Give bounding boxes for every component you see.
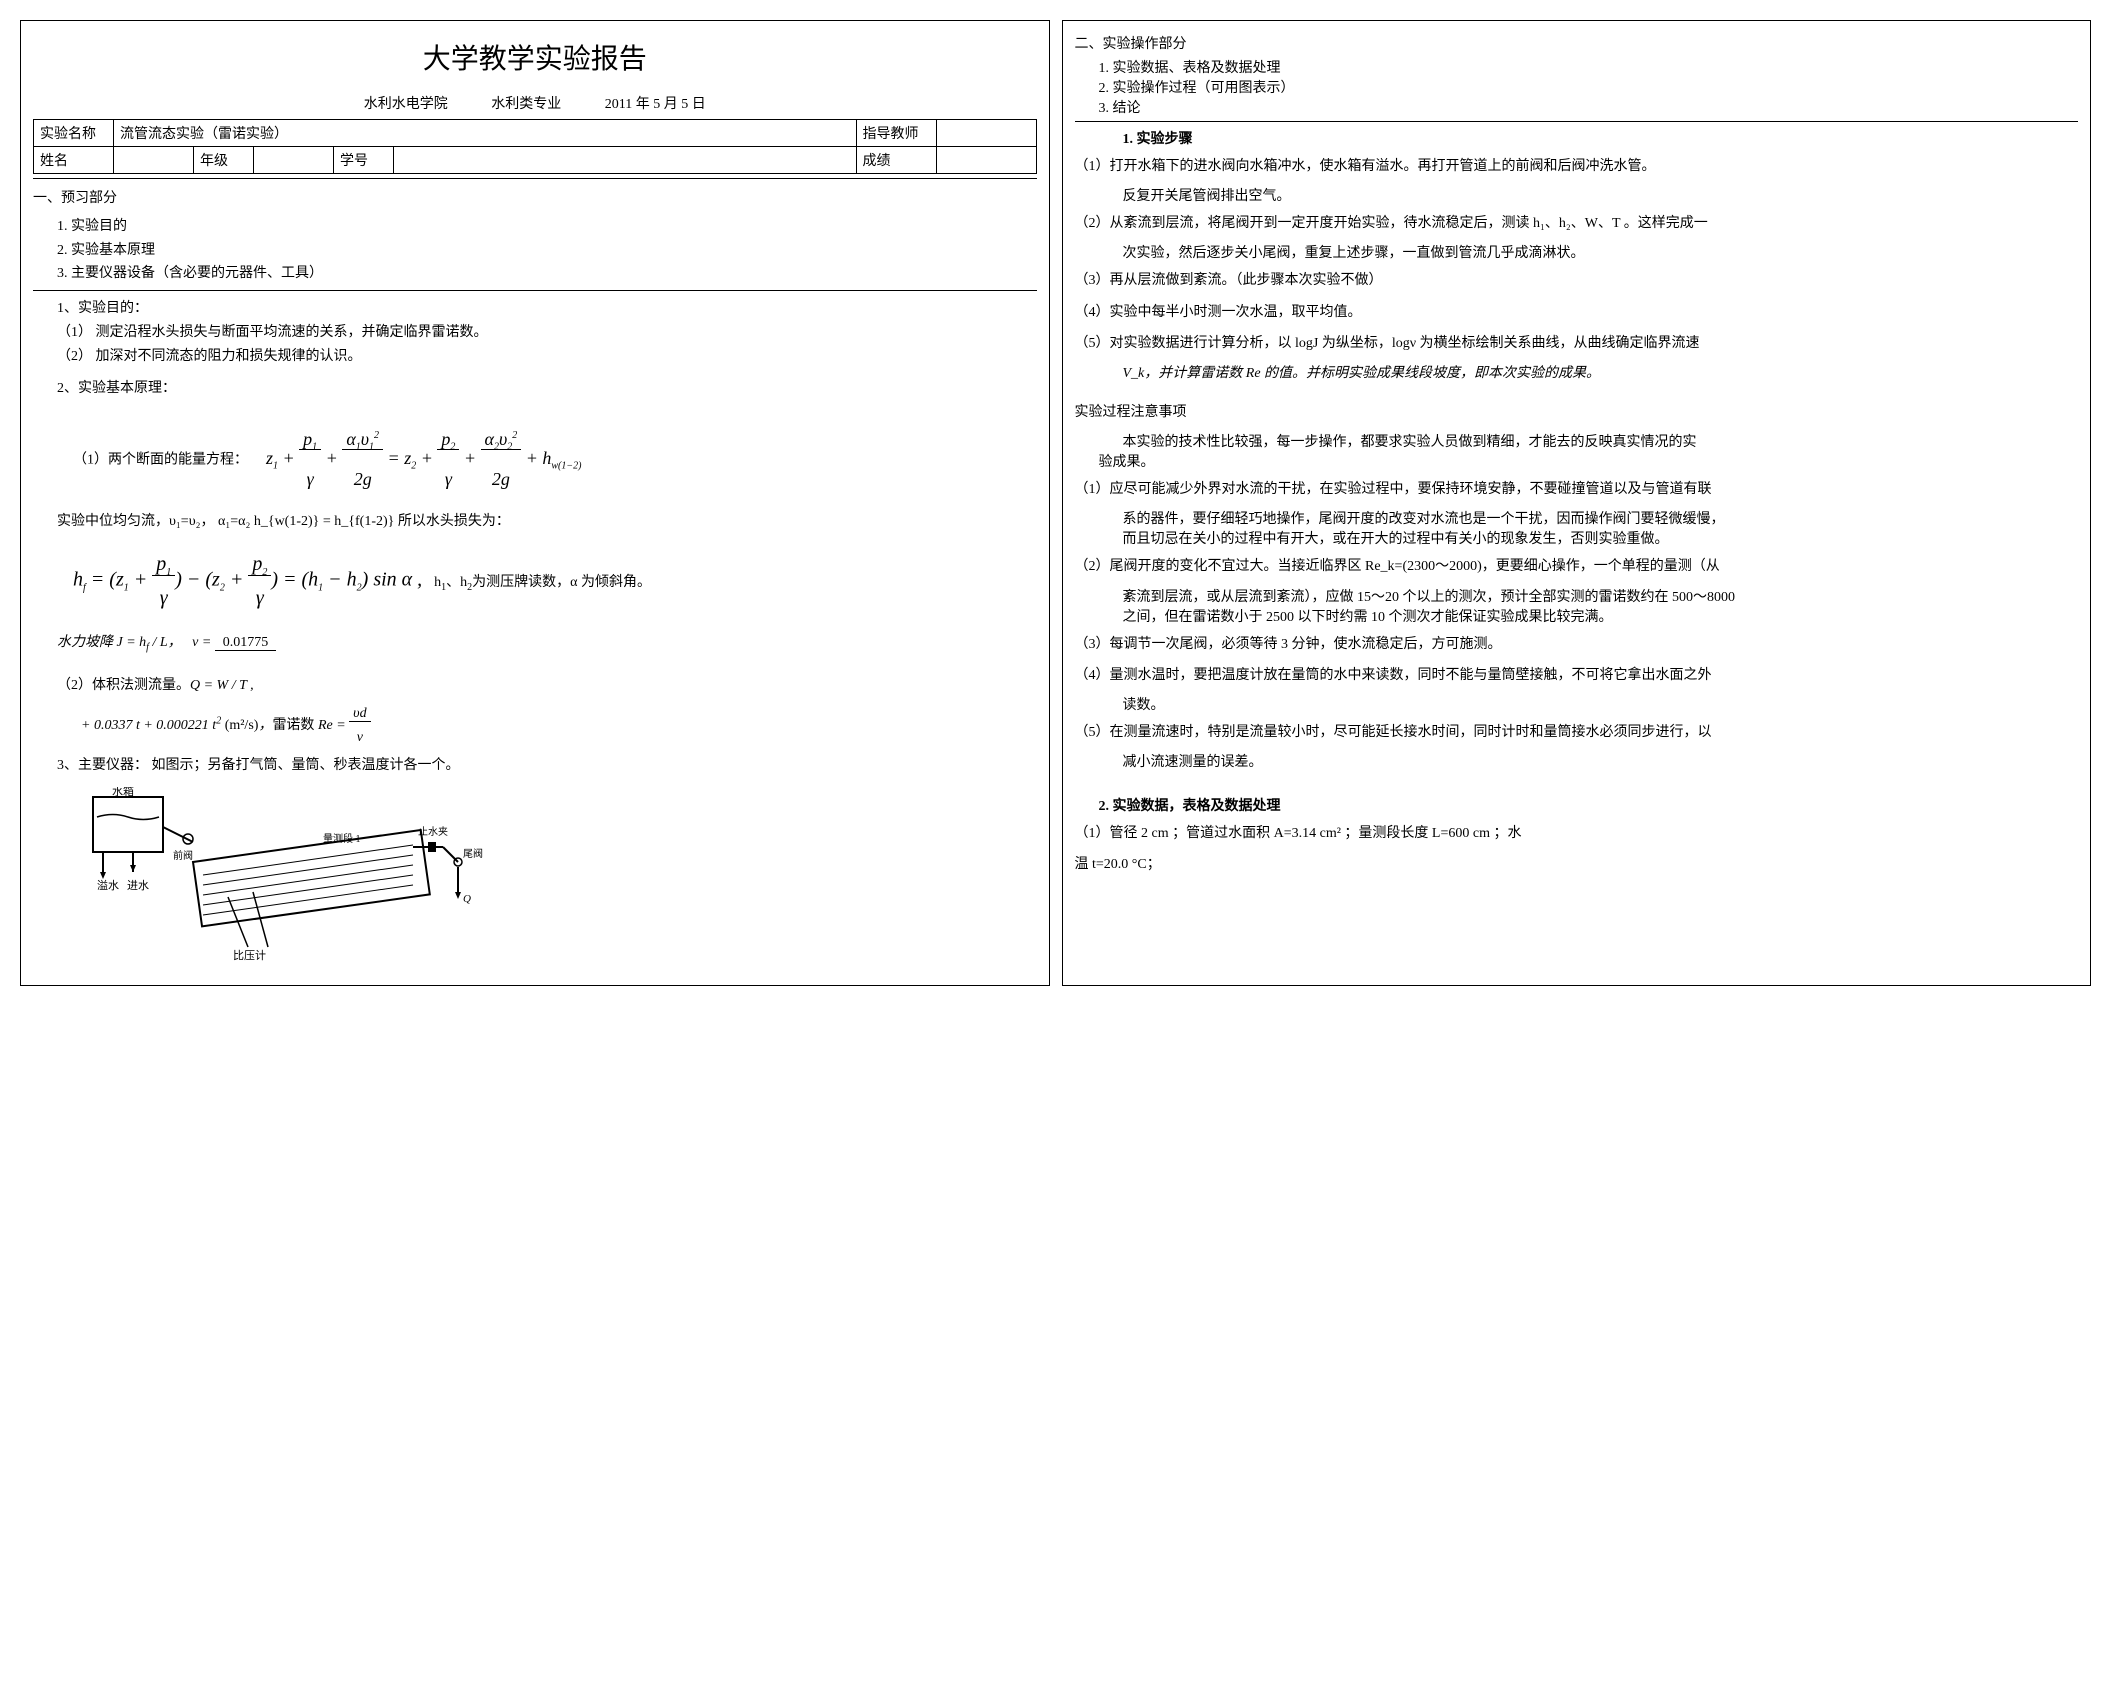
notes-intro: 本实验的技术性比较强，每一步操作，都要求实验人员做到精细，才能去的反映真实情况的…	[1075, 431, 2079, 451]
preview-title: 一、预习部分	[33, 187, 1037, 211]
note-2c: 之间，但在雷诺数小于 2500 以下时约需 10 个测次才能保证实验成果比较完满…	[1075, 606, 2079, 626]
preview-i2: 2. 实验基本原理	[33, 239, 1037, 263]
energy-eq-block: （1）两个断面的能量方程： z1 + p1γ + α1υ122g = z2 + …	[73, 420, 1037, 499]
preview-i3: 3. 主要仪器设备（含必要的元器件、工具）	[33, 262, 1037, 286]
right-content: 1. 实验步骤 （1）打开水箱下的进水阀向水箱冲水，使水箱有溢水。再打开管道上的…	[1075, 121, 2079, 771]
note-4: （4）量测水温时，要把温度计放在量筒的水中来读数，同时不能与量筒壁接触，不可将它…	[1075, 663, 2079, 688]
purpose-p1: （1） 测定沿程水头损失与断面平均流速的关系，并确定临界雷诺数。	[33, 321, 1037, 345]
score-value	[936, 147, 1036, 174]
viscosity-value: 0.01775	[215, 635, 277, 651]
grade-value	[254, 147, 334, 174]
slope-line: 水力坡降 J = hf / L， ν = 0.01775	[33, 631, 1037, 656]
name-value	[114, 147, 194, 174]
reynolds-line: + 0.0337 t + 0.000221 t2 (m²/s)，雷诺数 Re =…	[33, 702, 1037, 750]
note-5b: 减小流速测量的误差。	[1075, 751, 2079, 771]
op-o1: 1. 实验数据、表格及数据处理	[1075, 57, 2079, 77]
data-d1: （1）管径 2 cm ；管道过水面积 A=3.14 cm² ；量测段长度 L=6…	[1075, 821, 2079, 846]
overflow-label: 溢水	[97, 878, 119, 892]
note-2: （2）尾阀开度的变化不宜过大。当接近临界区 Re_k=(2300～2000)，更…	[1075, 554, 2079, 579]
purpose-p2: （2） 加深对不同流态的阻力和损失规律的认识。	[33, 345, 1037, 369]
front-valve-label: 前阀	[173, 849, 193, 862]
steps-head: 1. 实验步骤	[1075, 128, 2079, 148]
piezometer-label: 比压计	[233, 949, 266, 962]
step-3: （3）再从层流做到紊流。（此步骤本次实验不做）	[1075, 268, 2079, 293]
data-d1b: 温 t=20.0 °C；	[1075, 852, 2079, 877]
purpose-head: 1、实验目的：	[33, 297, 1037, 321]
step-4: （4）实验中每半小时测一次水温，取平均值。	[1075, 300, 2079, 325]
apparatus-svg: 水箱 溢水 进水 前阀	[73, 787, 493, 967]
section-label: 量测段 1	[323, 832, 361, 845]
left-page: 大学教学实验报告 水利水电学院 水利类专业 2011 年 5 月 5 日 实验名…	[20, 20, 1050, 986]
eq-label: （1）两个断面的能量方程：	[73, 453, 248, 468]
college: 水利水电学院	[364, 97, 448, 112]
step-2: （2）从紊流到层流，将尾阀开到一定开度开始实验，待水流稳定后，测读 h₁、h₂、…	[1075, 211, 2079, 236]
op-o2: 2. 实验操作过程（可用图表示）	[1075, 77, 2079, 97]
note-1b: 系的器件，要仔细轻巧地操作，尾阀开度的改变对水流也是一个干扰，因而操作阀门要轻微…	[1075, 508, 2079, 528]
flow-label: （2）体积法测流量。Q = W / T ,	[33, 674, 1037, 698]
right-page: 二、实验操作部分 1. 实验数据、表格及数据处理 2. 实验操作过程（可用图表示…	[1062, 20, 2092, 986]
name-label: 姓名	[34, 147, 114, 174]
step-1b: 反复开关尾管阀排出空气。	[1075, 185, 2079, 205]
principle-head: 2、实验基本原理：	[33, 377, 1037, 401]
tank-label: 水箱	[112, 787, 134, 798]
clamp-label: 止水夹	[418, 825, 448, 838]
student-id-value	[394, 147, 857, 174]
content-box-left: 一、预习部分 1. 实验目的 2. 实验基本原理 3. 主要仪器设备（含必要的元…	[33, 178, 1037, 967]
preview-i1: 1. 实验目的	[33, 215, 1037, 239]
header-line: 水利水电学院 水利类专业 2011 年 5 月 5 日	[33, 93, 1037, 113]
note-4b: 读数。	[1075, 694, 2079, 714]
data-head: 2. 实验数据，表格及数据处理	[1075, 795, 2079, 815]
data-section: 2. 实验数据，表格及数据处理 （1）管径 2 cm ；管道过水面积 A=3.1…	[1075, 795, 2079, 877]
advisor-value	[936, 120, 1036, 147]
major: 水利类专业	[491, 97, 561, 112]
step-5: （5）对实验数据进行计算分析，以 logJ 为纵坐标，logν 为横坐标绘制关系…	[1075, 331, 2079, 356]
tail-valve-label: 尾阀	[463, 847, 483, 860]
main-title: 大学教学实验报告	[33, 37, 1037, 77]
note-3: （3）每调节一次尾阀，必须等待 3 分钟，使水流稳定后，方可施测。	[1075, 632, 2079, 657]
notes-intro2: 验成果。	[1075, 451, 2079, 471]
notes-head: 实验过程注意事项	[1075, 400, 2079, 425]
hf-formula: hf = (z1 + p1γ) − (z2 + p2γ) = (h1 − h2)…	[73, 547, 1037, 615]
meta-table: 实验名称 流管流态实验（雷诺实验） 指导教师 姓名 年级 学号 成绩	[33, 119, 1037, 174]
instruments: 3、主要仪器： 如图示；另备打气筒、量筒、秒表温度计各一个。	[33, 754, 1037, 778]
advisor-label: 指导教师	[856, 120, 936, 147]
inflow-label: 进水	[127, 879, 149, 892]
q-label: Q	[463, 893, 471, 905]
op-o3: 3. 结论	[1075, 97, 2079, 117]
note-5: （5）在测量流速时，特别是流量较小时，尽可能延长接水时间，同时计时和量筒接水必须…	[1075, 720, 2079, 745]
score-label: 成绩	[856, 147, 936, 174]
exp-name-value: 流管流态实验（雷诺实验）	[114, 120, 857, 147]
note-1: （1）应尽可能减少外界对水流的干扰，在实验过程中，要保持环境安静，不要碰撞管道以…	[1075, 477, 2079, 502]
student-id-label: 学号	[334, 147, 394, 174]
energy-equation: z1 + p1γ + α1υ122g = z2 + p2γ + α2υ222g …	[266, 448, 581, 468]
apparatus-diagram: 水箱 溢水 进水 前阀	[73, 787, 493, 967]
grade-label: 年级	[194, 147, 254, 174]
operation-title: 二、实验操作部分	[1075, 33, 2079, 53]
note-2b: 紊流到层流，或从层流到紊流），应做 15～20 个以上的测次，预计全部实测的雷诺…	[1075, 586, 2079, 606]
date: 2011 年 5 月 5 日	[605, 97, 706, 112]
exp-name-label: 实验名称	[34, 120, 114, 147]
uniform-flow: 实验中位均匀流，υ₁=υ₂， α₁=α₂ h_{w(1-2)} = h_{f(1…	[33, 510, 1037, 534]
note-1c: 而且切忌在关小的过程中有开大，或在开大的过程中有关小的现象发生，否则实验重做。	[1075, 528, 2079, 548]
step-5b: V_k，并计算雷诺数 Re 的值。并标明实验成果线段坡度，即本次实验的成果。	[1075, 362, 2079, 382]
step-1: （1）打开水箱下的进水阀向水箱冲水，使水箱有溢水。再打开管道上的前阀和后阀冲洗水…	[1075, 154, 2079, 179]
step-2b: 次实验，然后逐步关小尾阀，重复上述步骤，一直做到管流几乎成滴淋状。	[1075, 242, 2079, 262]
